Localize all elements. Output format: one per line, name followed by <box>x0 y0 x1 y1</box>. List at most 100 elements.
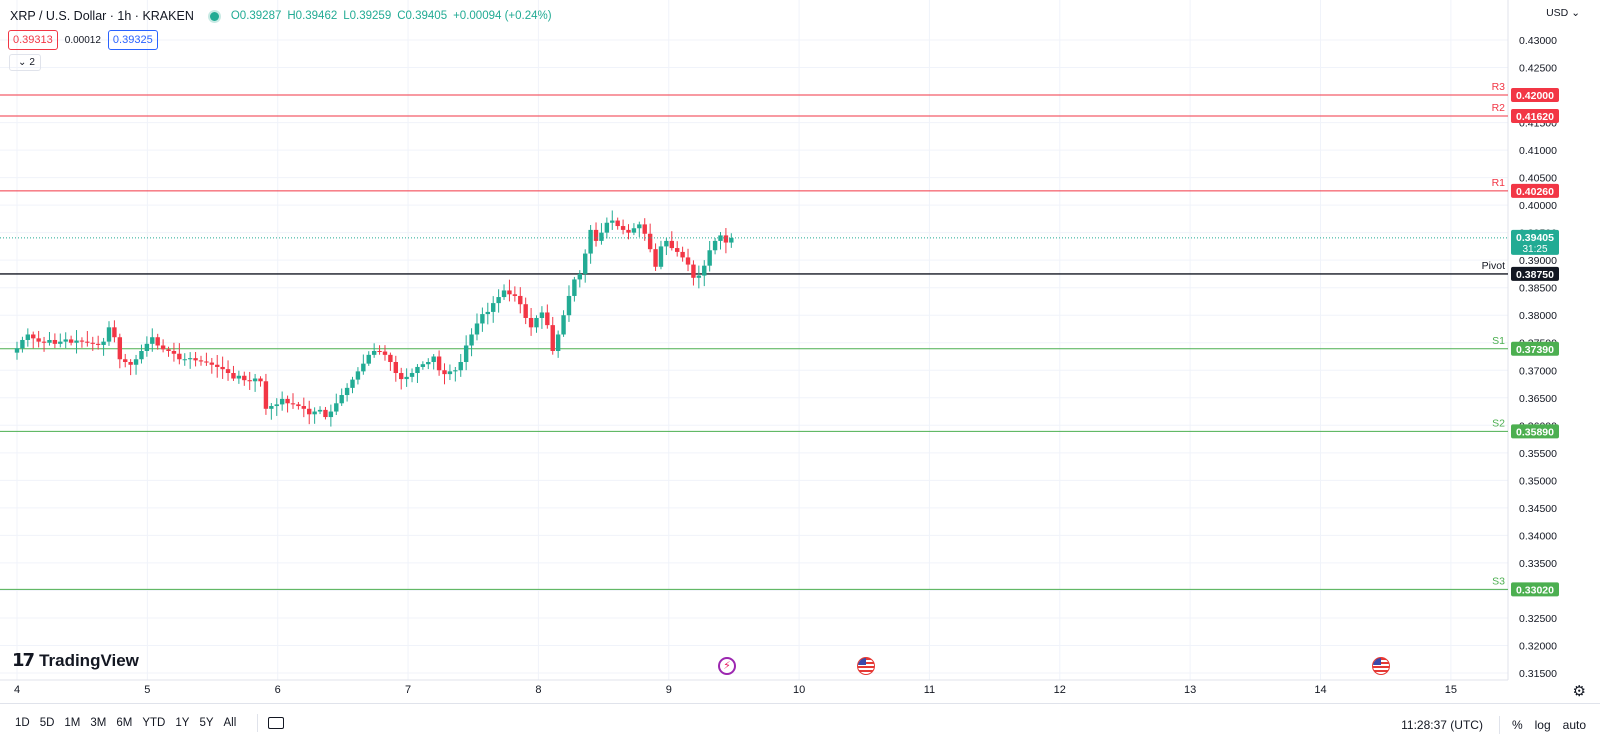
level-price-tag-s1 <box>1511 341 1559 356</box>
price-tick-label: 0.33500 <box>1519 558 1557 570</box>
candle-body <box>263 381 269 409</box>
candle-body <box>382 351 388 355</box>
us-flag-event-icon[interactable] <box>1372 657 1390 675</box>
level-price-tag-r1 <box>1511 183 1559 198</box>
range-ytd-button[interactable]: YTD <box>142 717 166 729</box>
price-tick-label: 0.39000 <box>1519 255 1557 267</box>
ohlc-low: L0.39259 <box>343 10 392 22</box>
candle-body <box>593 229 599 241</box>
symbol-title[interactable]: XRP / U.S. Dollar · 1h · KRAKEN <box>10 9 194 23</box>
candle-body <box>258 378 263 382</box>
scale-controls: 11:28:37 (UTC) % log auto <box>1401 716 1586 734</box>
percent-scale-button[interactable]: % <box>1511 718 1523 732</box>
candle-body <box>171 350 177 354</box>
candle-body <box>474 323 480 335</box>
candle-body <box>458 362 463 371</box>
candle-body <box>252 378 258 382</box>
bid-price-button[interactable]: 0.39313 <box>8 30 58 50</box>
price-tick-label: 0.37000 <box>1519 365 1557 377</box>
candle-body <box>274 404 279 407</box>
candle-body <box>31 334 36 339</box>
utc-clock[interactable]: 11:28:37 (UTC) <box>1401 718 1483 732</box>
level-price-label-s1: 0.37390 <box>1516 344 1554 356</box>
symbol-legend[interactable]: XRP / U.S. Dollar · 1h · KRAKEN O0.39287… <box>10 9 552 23</box>
price-tick-label: 0.35000 <box>1519 475 1557 487</box>
candle-body <box>123 359 128 363</box>
candle-body <box>344 387 350 396</box>
candle-body <box>642 224 647 234</box>
candle-body <box>312 411 317 415</box>
level-price-tag-pivot <box>1511 266 1559 281</box>
candle-body <box>323 409 328 418</box>
level-axis-labels: 0.42000 0.41620 0.40260 0.38750 0.37390 0.358… <box>1511 88 1559 597</box>
range-6m-button[interactable]: 6M <box>116 717 133 729</box>
price-tick-label: 0.31500 <box>1519 668 1557 680</box>
price-tick-label: 0.42500 <box>1519 63 1557 75</box>
candlestick-series <box>14 210 734 427</box>
level-price-label-r3: 0.42000 <box>1516 90 1554 102</box>
range-all-button[interactable]: All <box>223 717 237 729</box>
log-scale-button[interactable]: log <box>1534 718 1551 732</box>
time-axis[interactable]: 4 5 6 7 8 9 10 11 12 13 14 15 <box>14 684 1457 696</box>
candle-body <box>334 403 339 412</box>
price-tick-label: 0.41000 <box>1519 145 1557 157</box>
candle-body <box>480 314 485 324</box>
last-price-label: 0.39405 <box>1516 232 1554 244</box>
range-1d-button[interactable]: 1D <box>15 717 30 729</box>
candle-body <box>615 220 620 227</box>
lightning-event-icon[interactable]: ⚡ <box>718 657 736 675</box>
candle-body <box>225 369 231 374</box>
candle-body <box>269 406 274 409</box>
candle-body <box>583 253 588 274</box>
tradingview-logo-text: TradingView <box>39 650 139 670</box>
candle-body <box>144 343 150 351</box>
range-5y-button[interactable]: 5Y <box>199 717 214 729</box>
candle-body <box>685 257 691 265</box>
candle-body <box>658 246 664 267</box>
candle-body <box>74 340 79 343</box>
currency-selector[interactable]: USD ⌄ <box>1546 7 1580 19</box>
price-tick-label: 0.40000 <box>1519 200 1557 212</box>
range-1m-button[interactable]: 1M <box>64 717 81 729</box>
candle-body <box>371 350 377 355</box>
pivot-levels: R3 R2 R1 Pivot S1 S2 S3 <box>0 81 1508 590</box>
candle-body <box>296 404 301 407</box>
candle-body <box>139 350 144 360</box>
price-tick-label: 0.38500 <box>1519 283 1557 295</box>
candle-body <box>160 345 166 350</box>
time-tick-label: 14 <box>1314 684 1326 696</box>
us-flag-event-icon[interactable] <box>857 657 875 675</box>
tradingview-logo[interactable]: 17 TradingView <box>12 650 139 671</box>
candle-body <box>393 362 399 374</box>
price-tick-label: 0.40500 <box>1519 173 1557 185</box>
candle-body <box>388 354 393 363</box>
time-tick-label: 12 <box>1054 684 1066 696</box>
candle-body <box>112 327 117 338</box>
candle-body <box>377 350 382 352</box>
chevron-down-icon: ⌄ <box>1571 7 1580 19</box>
time-tick-label: 5 <box>144 684 150 696</box>
level-price-label-s3: 0.33020 <box>1516 584 1554 596</box>
range-5d-button[interactable]: 5D <box>39 717 55 729</box>
auto-scale-button[interactable]: auto <box>1562 718 1586 732</box>
range-3m-button[interactable]: 3M <box>90 717 107 729</box>
currency-label: USD <box>1546 7 1569 19</box>
gear-icon[interactable]: ⚙ <box>1572 683 1586 700</box>
level-name-r2: R2 <box>1492 102 1506 114</box>
candle-body <box>637 224 642 229</box>
candle-body <box>523 304 528 318</box>
goto-date-icon[interactable] <box>268 717 285 729</box>
candle-body <box>442 370 447 375</box>
toolbar-divider <box>1498 716 1500 734</box>
candle-body <box>512 294 518 296</box>
candle-body <box>20 339 25 349</box>
time-tick-label: 15 <box>1445 684 1457 696</box>
candle-body <box>572 279 577 296</box>
candle-body <box>566 295 572 316</box>
candle-body <box>355 371 361 380</box>
candle-body <box>496 297 501 304</box>
range-1y-button[interactable]: 1Y <box>175 717 190 729</box>
ask-price-button[interactable]: 0.39325 <box>107 30 158 50</box>
indicators-toggle[interactable]: ⌄ 2 <box>9 54 41 71</box>
